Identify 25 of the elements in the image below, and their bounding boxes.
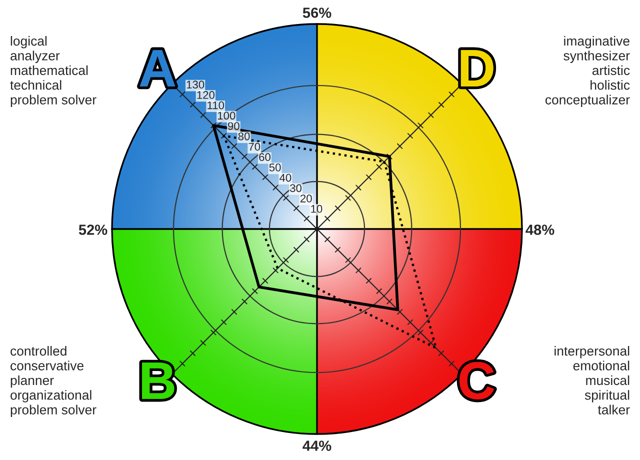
spoke-label: D <box>460 50 494 86</box>
y-tick-label: 70 <box>248 142 260 151</box>
y-tick-label: 90 <box>228 122 240 130</box>
y-tick-label: 80 <box>238 132 250 140</box>
text: 44% <box>302 440 332 451</box>
y-tick-label: 120 <box>197 91 215 99</box>
text: 52% <box>78 224 108 235</box>
y-tick-label: 110 <box>208 101 224 110</box>
text: interpersonal emotional musical spiritual talker <box>554 346 630 414</box>
y-tick-label: 50 <box>269 164 281 172</box>
y-tick-label: 130 <box>186 80 204 89</box>
spoke-label: C <box>460 362 494 400</box>
text: 56% <box>302 8 332 18</box>
y-tick-label: 60 <box>259 153 270 162</box>
y-tick-label: 40 <box>280 174 292 182</box>
text: logical analyzer mathematical technical problem solver <box>10 36 96 108</box>
spoke-label: A <box>140 50 176 86</box>
y-tick-label: 10 <box>311 204 322 213</box>
spoke-label: B <box>142 362 174 399</box>
y-tick-label: 20 <box>300 194 312 202</box>
y-tick-label: 100 <box>218 112 236 120</box>
text: 48% <box>526 224 554 235</box>
text: imaginative synthesizer artistic holistic conceptualizer <box>545 36 630 108</box>
text: controlled conservative planner organizational problem solver <box>10 346 96 418</box>
y-tick-label: 30 <box>290 184 302 192</box>
